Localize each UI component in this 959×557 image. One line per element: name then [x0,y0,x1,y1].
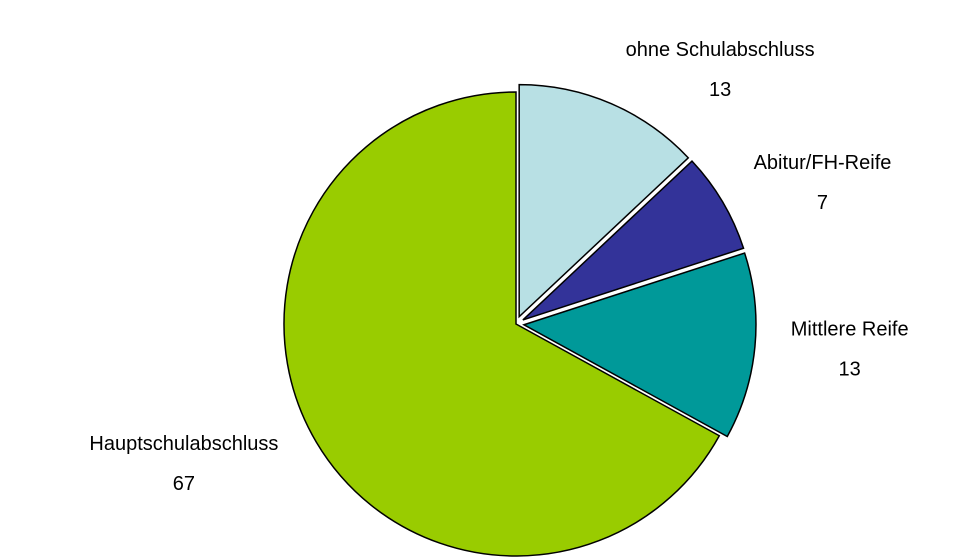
slice-label: Abitur/FH-Reife [754,152,892,174]
slice-value: 7 [817,192,828,214]
slice-value: 67 [173,473,195,495]
pie-slice [522,252,757,438]
pie-slice [522,160,745,321]
slice-label: Hauptschulabschluss [89,433,278,455]
pie-slice [518,83,690,319]
slice-label: ohne Schulabschluss [626,39,815,61]
slice-value: 13 [709,79,731,101]
slice-label: Mittlere Reife [791,318,909,340]
pie-slice [283,91,721,557]
slice-value: 13 [839,358,861,380]
